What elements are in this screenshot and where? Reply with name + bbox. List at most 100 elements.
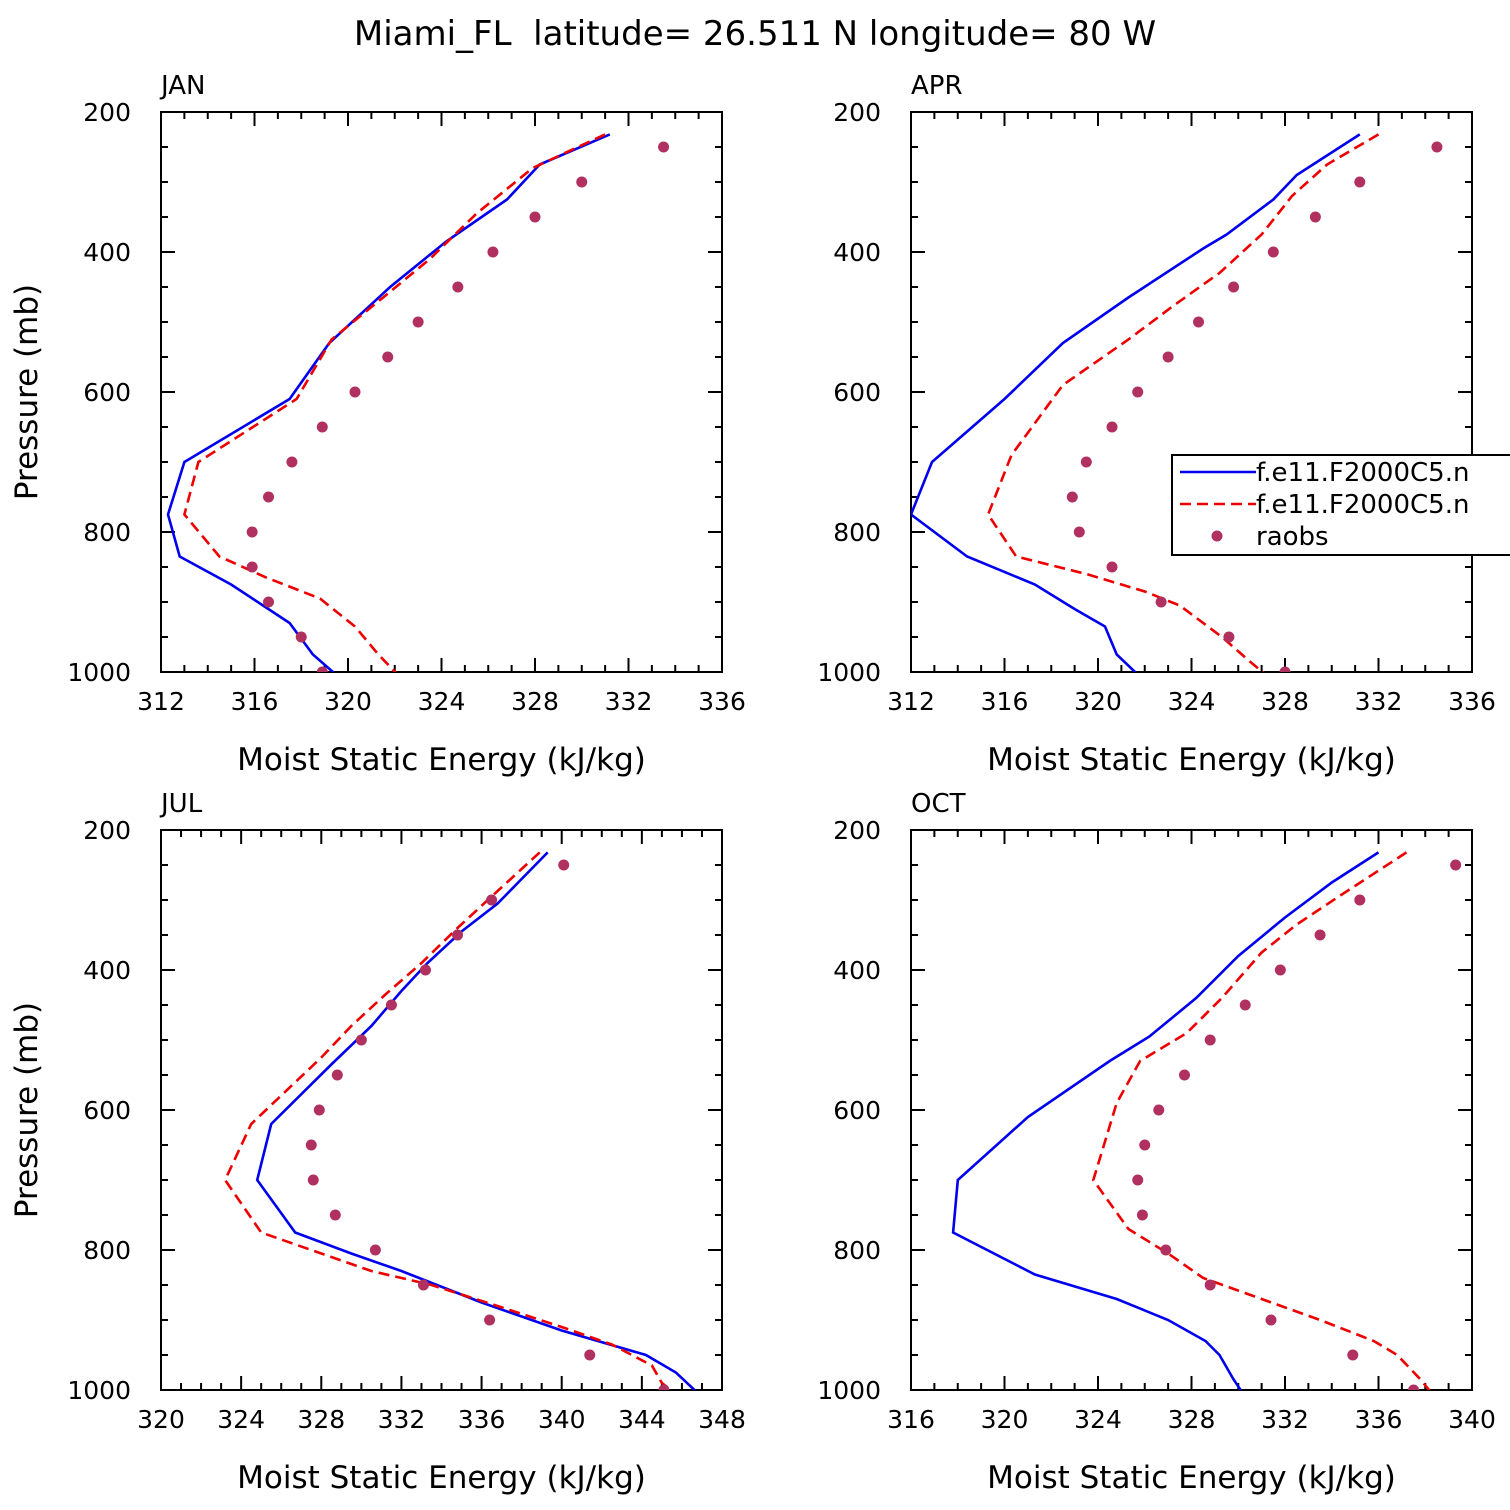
raobs-point (1408, 1384, 1420, 1390)
raobs-point (1309, 211, 1321, 223)
raobs-point (385, 999, 397, 1011)
y-tick-label: 1000 (67, 658, 131, 687)
panel-oct: 316 320 324 328 332 336 340 200 400 600 800 1000 OCT… (817, 789, 1495, 1496)
raobs-point (1162, 351, 1174, 363)
model-1-line (255, 851, 697, 1390)
raobs-point (313, 1104, 325, 1116)
model-2-line (182, 133, 606, 672)
x-tick-label: 320 (1074, 687, 1122, 716)
x-tick-label: 324 (217, 1405, 265, 1434)
x-tick-label: 328 (511, 687, 559, 716)
y-tick-label: 600 (83, 378, 131, 407)
y-tick-label: 1000 (67, 1376, 131, 1405)
raobs-point (246, 561, 258, 573)
x-tick-label: 348 (698, 1405, 746, 1434)
panels: 312 316 320 324 328 332 336 200 400 600 800 1000 JAN… (9, 71, 1496, 1496)
raobs-point (558, 859, 570, 871)
x-tick-label: 336 (698, 687, 746, 716)
raobs-point (349, 386, 361, 398)
x-tick-label: 340 (538, 1405, 586, 1434)
raobs-point (484, 1314, 496, 1326)
raobs-point (355, 1034, 367, 1046)
x-axis-label: Moist Static Energy (kJ/kg) (987, 1460, 1396, 1496)
raobs-point (1080, 456, 1092, 468)
raobs-point (1106, 561, 1118, 573)
legend-marker-raobs (1211, 530, 1223, 542)
x-tick-label: 332 (1261, 1405, 1309, 1434)
model-1-line (166, 133, 611, 672)
raobs-point (1155, 596, 1167, 608)
raobs-point (529, 211, 541, 223)
model-2-line (986, 133, 1380, 672)
raobs-point (1136, 1209, 1148, 1221)
raobs-point (1354, 894, 1366, 906)
raobs-point (316, 421, 328, 433)
raobs-point (307, 1174, 319, 1186)
x-tick-label: 332 (378, 1405, 426, 1434)
raobs-point (1073, 526, 1085, 538)
x-axis-label: Moist Static Energy (kJ/kg) (987, 742, 1396, 778)
plot-frame (910, 111, 1473, 673)
raobs-point (1239, 999, 1251, 1011)
series-group (223, 851, 697, 1390)
raobs-point (263, 491, 275, 503)
legend-label: f.e11.F2000C5.n (1256, 490, 1469, 520)
legend-label: f.e11.F2000C5.n (1256, 458, 1469, 488)
raobs-point (658, 1384, 670, 1390)
raobs-point (1274, 964, 1286, 976)
raobs-point (1267, 246, 1279, 258)
raobs-point (369, 1244, 381, 1256)
raobs-point (1139, 1139, 1151, 1151)
model-1-line (951, 851, 1380, 1390)
y-tick-label: 200 (83, 816, 131, 845)
x-tick-label: 324 (1168, 687, 1216, 716)
y-tick-label: 200 (833, 816, 881, 845)
model-2-line (1091, 851, 1431, 1390)
x-tick-label: 316 (231, 687, 279, 716)
x-tick-label: 328 (297, 1405, 345, 1434)
y-axis-label: Pressure (mb) (9, 284, 45, 500)
raobs-point (417, 1279, 429, 1291)
panel-title: JUL (159, 789, 203, 819)
y-tick-label: 1000 (817, 1376, 881, 1405)
raobs-point (1354, 176, 1366, 188)
x-tick-label: 336 (1448, 687, 1496, 716)
raobs-point (305, 1139, 317, 1151)
y-axis-label: Pressure (mb) (9, 1002, 45, 1218)
raobs-point (412, 316, 424, 328)
panel-jan: 312 316 320 324 328 332 336 200 400 600 800 1000 JAN… (9, 71, 746, 778)
panel-title: APR (911, 71, 963, 101)
plot-frame (160, 111, 723, 673)
raobs-point (452, 281, 464, 293)
raobs-point (1160, 1244, 1172, 1256)
y-tick-label: 400 (833, 956, 881, 985)
series-group (951, 851, 1462, 1390)
raobs-point (286, 456, 298, 468)
raobs-point (1204, 1279, 1216, 1291)
raobs-point (419, 964, 431, 976)
y-tick-label: 800 (833, 1236, 881, 1265)
x-tick-label: 316 (981, 687, 1029, 716)
raobs-point (331, 1069, 343, 1081)
raobs-point (1347, 1349, 1359, 1361)
series-group (166, 133, 670, 672)
raobs-point (1066, 491, 1078, 503)
raobs-point (329, 1209, 341, 1221)
raobs-point (263, 596, 275, 608)
x-tick-label: 328 (1261, 687, 1309, 716)
legend-label: raobs (1256, 522, 1329, 552)
x-tick-label: 336 (458, 1405, 506, 1434)
y-tick-label: 400 (83, 956, 131, 985)
raobs-point (1223, 631, 1235, 643)
figure-title: Miami_FL latitude= 26.511 N longitude= 8… (354, 14, 1156, 54)
x-tick-label: 324 (1074, 1405, 1122, 1434)
raobs-point (1132, 1174, 1144, 1186)
model-1-line (911, 133, 1361, 672)
raobs-point (1314, 929, 1326, 941)
raobs-point (295, 631, 307, 643)
raobs-point (1153, 1104, 1165, 1116)
raobs-point (584, 1349, 596, 1361)
raobs-point (658, 141, 670, 153)
x-tick-label: 332 (1355, 687, 1403, 716)
